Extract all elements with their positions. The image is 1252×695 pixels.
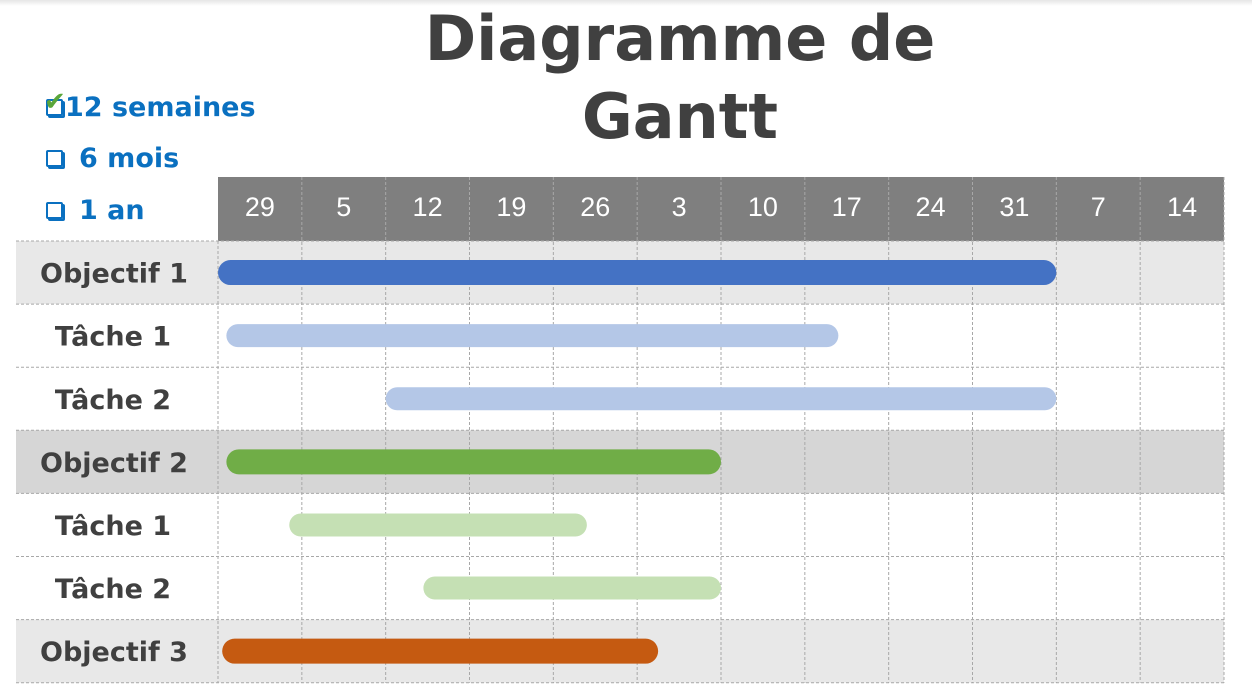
option-1-year[interactable]: 1 an (46, 193, 145, 227)
checkbox-checked-icon[interactable]: ✔ (44, 89, 66, 116)
task-bar (222, 638, 659, 664)
header-date-label: 19 (496, 192, 526, 222)
option-label: 6 mois (79, 142, 180, 174)
option-6-months[interactable]: 6 mois (46, 141, 179, 175)
header-date-label: 24 (916, 192, 946, 222)
task-bar (226, 449, 721, 475)
header-date-label: 14 (1167, 192, 1197, 222)
header-date-label: 7 (1091, 192, 1106, 222)
task-bar (226, 324, 839, 348)
header-date-label: 10 (748, 192, 778, 222)
task-bar (423, 576, 721, 600)
task-label: Tâche 2 (55, 574, 171, 605)
task-label: Tâche 2 (55, 385, 171, 416)
option-label: 1 an (79, 194, 145, 226)
header-date-label: 31 (999, 192, 1029, 222)
task-label: Objectif 2 (40, 448, 188, 479)
option-12-weeks[interactable]: ✔ 12 semaines (44, 89, 256, 124)
header-date-label: 5 (336, 192, 351, 222)
task-bar (385, 387, 1057, 411)
task-label: Objectif 1 (40, 259, 188, 290)
task-bar (289, 513, 587, 537)
page-title: Diagramme de Gantt (424, 2, 936, 153)
header-date-label: 26 (580, 192, 610, 222)
task-bar (218, 260, 1057, 286)
top-shadow (0, 0, 1252, 6)
row-background (16, 493, 1224, 557)
checkbox-icon[interactable] (46, 201, 63, 219)
header-date-label: 3 (672, 192, 687, 222)
checkmark-icon: ✔ (44, 86, 66, 117)
header-date-label: 17 (832, 192, 862, 222)
task-label: Objectif 3 (40, 637, 188, 668)
checkbox-icon[interactable] (46, 149, 63, 167)
task-label: Tâche 1 (55, 511, 171, 542)
task-label: Tâche 1 (55, 322, 171, 353)
option-label: 12 semaines (65, 91, 256, 123)
header-date-label: 12 (413, 192, 443, 222)
header-date-label: 29 (245, 192, 275, 222)
